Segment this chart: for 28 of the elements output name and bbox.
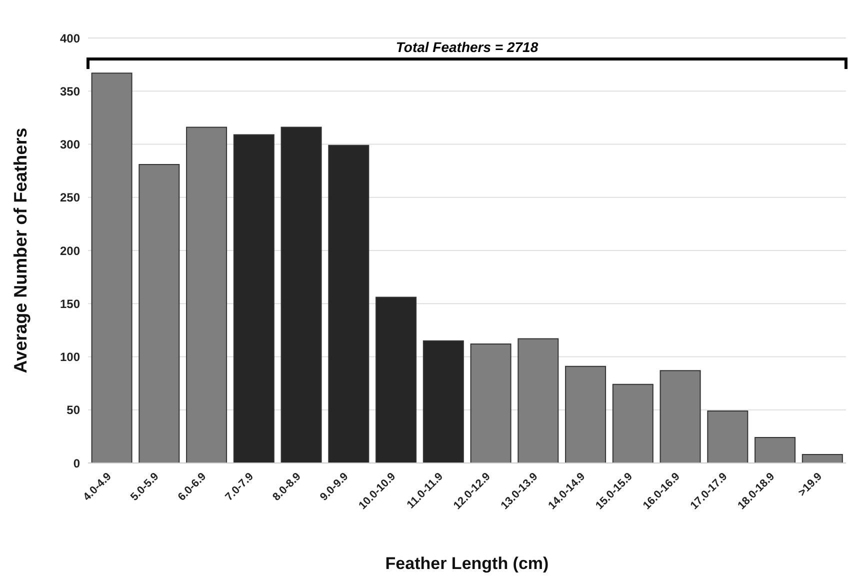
y-tick-label: 300 [60, 138, 80, 152]
bar [328, 144, 370, 463]
y-tick-label: 100 [60, 350, 80, 364]
bar [470, 344, 512, 463]
x-axis-title: Feather Length (cm) [385, 554, 549, 573]
bar [280, 126, 322, 463]
bar [612, 384, 654, 463]
y-tick-label: 200 [60, 244, 80, 258]
bar [660, 370, 701, 463]
y-tick-label: 150 [60, 296, 80, 311]
bar [422, 340, 464, 463]
y-tick-label: 350 [60, 84, 80, 98]
y-axis-title: Average Number of Feathers [10, 128, 30, 374]
bar [565, 366, 606, 463]
y-tick-label: 0 [73, 456, 80, 470]
bar [802, 454, 843, 463]
bar [91, 72, 132, 463]
bar [754, 437, 796, 463]
annotation: Total Feathers = 2718 [394, 39, 540, 56]
bar [376, 296, 417, 463]
y-tick-label: 50 [66, 403, 80, 418]
y-tick-label: 250 [60, 190, 80, 205]
bar [138, 164, 180, 463]
bar [233, 134, 274, 463]
bar [707, 410, 748, 463]
y-tick-label: 400 [60, 31, 80, 46]
bar [518, 338, 559, 463]
bar [186, 126, 228, 463]
